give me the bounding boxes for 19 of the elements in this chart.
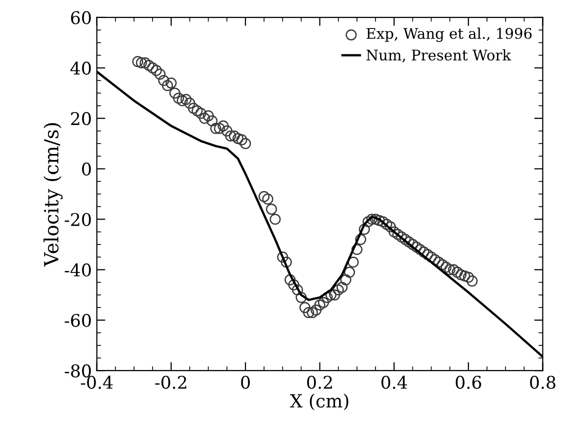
legend-label: Exp, Wang et al., 1996 [366, 28, 532, 42]
y-tick-label: 40 [70, 62, 91, 75]
x-tick-label: 0.4 [381, 376, 408, 389]
y-tick-label: 60 [71, 11, 91, 24]
x-tick-label: 0.2 [307, 376, 332, 389]
x-tick-label: -0.4 [80, 376, 113, 389]
x-axis-title: X (cm) [290, 394, 348, 410]
x-tick-label: -0.2 [155, 376, 186, 389]
y-axis-title: Velocity (cm/s) [44, 123, 63, 267]
x-tick-label: 0.8 [530, 376, 556, 389]
x-tick-label: 0 [241, 376, 250, 389]
legend-label: Num, Present Work [366, 49, 512, 62]
y-tick-label: -80 [64, 364, 91, 378]
x-tick-label: 0.6 [456, 376, 482, 389]
y-tick-label: -20 [64, 212, 91, 226]
y-tick-label: -40 [64, 263, 91, 277]
y-tick-label: 20 [71, 112, 91, 126]
y-tick-label: -60 [64, 314, 91, 327]
y-tick-label: 0 [82, 162, 91, 176]
